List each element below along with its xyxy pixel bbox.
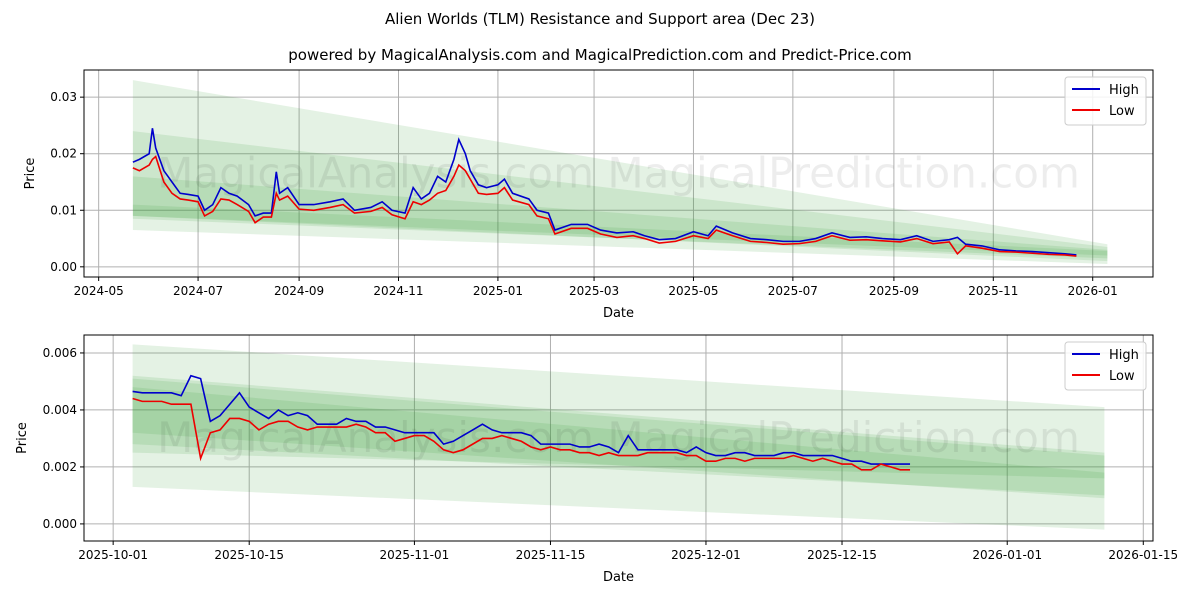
- x-tick-label: 2025-12-15: [807, 548, 877, 562]
- chart-1: 2024-05 2024-07 2024-09 2024-11 2025-01 2025-…: [23, 69, 1154, 321]
- y-axis-label: Price: [23, 158, 38, 190]
- x-tick-label: 2025-10-01: [78, 548, 148, 562]
- series-line-high: [132, 374, 911, 465]
- y-tick-label: 0.01: [50, 203, 77, 217]
- support-resistance-band: [132, 378, 1105, 499]
- x-tick-label: 2024-11: [373, 284, 423, 298]
- x-tick-label: 2025-05: [668, 284, 718, 298]
- x-tick-label: 2025-01: [473, 284, 523, 298]
- x-tick-label: 2024-09: [274, 284, 324, 298]
- watermark: MagicalAnalysis.com MagicalPrediction.co…: [157, 149, 1080, 198]
- x-tick-label: 2026-01-15: [1108, 548, 1178, 562]
- support-resistance-band: [132, 344, 1105, 530]
- x-tick-label: 2025-11: [968, 284, 1018, 298]
- legend: High Low: [1064, 76, 1147, 126]
- chart-subtitle: powered by MagicalAnalysis.com and Magic…: [288, 46, 912, 64]
- x-axis-label: Date: [603, 306, 634, 321]
- watermark: MagicalAnalysis.com MagicalPrediction.co…: [157, 413, 1080, 462]
- legend-label-high: High: [1109, 348, 1139, 363]
- x-tick-label: 2025-11-15: [516, 548, 586, 562]
- legend-label-low: Low: [1109, 369, 1135, 384]
- chart-2: 2025-10-01 2025-10-15 2025-11-01 2025-11-15…: [15, 334, 1178, 585]
- support-resistance-band: [132, 387, 1105, 496]
- plot-frame: [83, 69, 1154, 278]
- x-tick-label: 2025-11-01: [380, 548, 450, 562]
- x-tick-label: 2025-12-01: [671, 548, 741, 562]
- x-tick-label: 2025-10-15: [214, 548, 284, 562]
- support-resistance-band: [132, 204, 1108, 256]
- y-tick-label: 0.00: [50, 260, 77, 274]
- legend: High Low: [1064, 341, 1147, 391]
- legend-label-high: High: [1109, 83, 1139, 98]
- x-tick-label: 2024-07: [173, 284, 223, 298]
- x-tick-label: 2026-01-01: [972, 548, 1042, 562]
- support-resistance-band: [132, 131, 1108, 262]
- x-tick-label: 2024-05: [74, 284, 124, 298]
- x-axis-label: Date: [603, 570, 634, 585]
- plot-frame: [83, 334, 1154, 542]
- x-tick-label: 2025-07: [768, 284, 818, 298]
- chart-title: Alien Worlds (TLM) Resistance and Suppor…: [384, 10, 816, 28]
- support-resistance-band: [132, 80, 1108, 264]
- y-tick-label: 0.006: [43, 346, 77, 360]
- y-tick-label: 0.03: [50, 90, 77, 104]
- legend-label-low: Low: [1109, 104, 1135, 119]
- y-axis-label: Price: [15, 422, 30, 454]
- y-tick-label: 0.002: [43, 460, 77, 474]
- x-tick-label: 2025-03: [569, 284, 619, 298]
- support-resistance-band: [132, 375, 1105, 479]
- x-tick-label: 2026-01: [1068, 284, 1118, 298]
- support-resistance-band: [132, 176, 1108, 259]
- series-line-low: [132, 155, 1077, 257]
- series-line-high: [132, 128, 1077, 256]
- series-line-low: [132, 397, 911, 471]
- x-tick-label: 2025-09: [869, 284, 919, 298]
- y-tick-label: 0.02: [50, 147, 77, 161]
- y-tick-label: 0.000: [43, 517, 77, 531]
- y-tick-label: 0.004: [43, 403, 77, 417]
